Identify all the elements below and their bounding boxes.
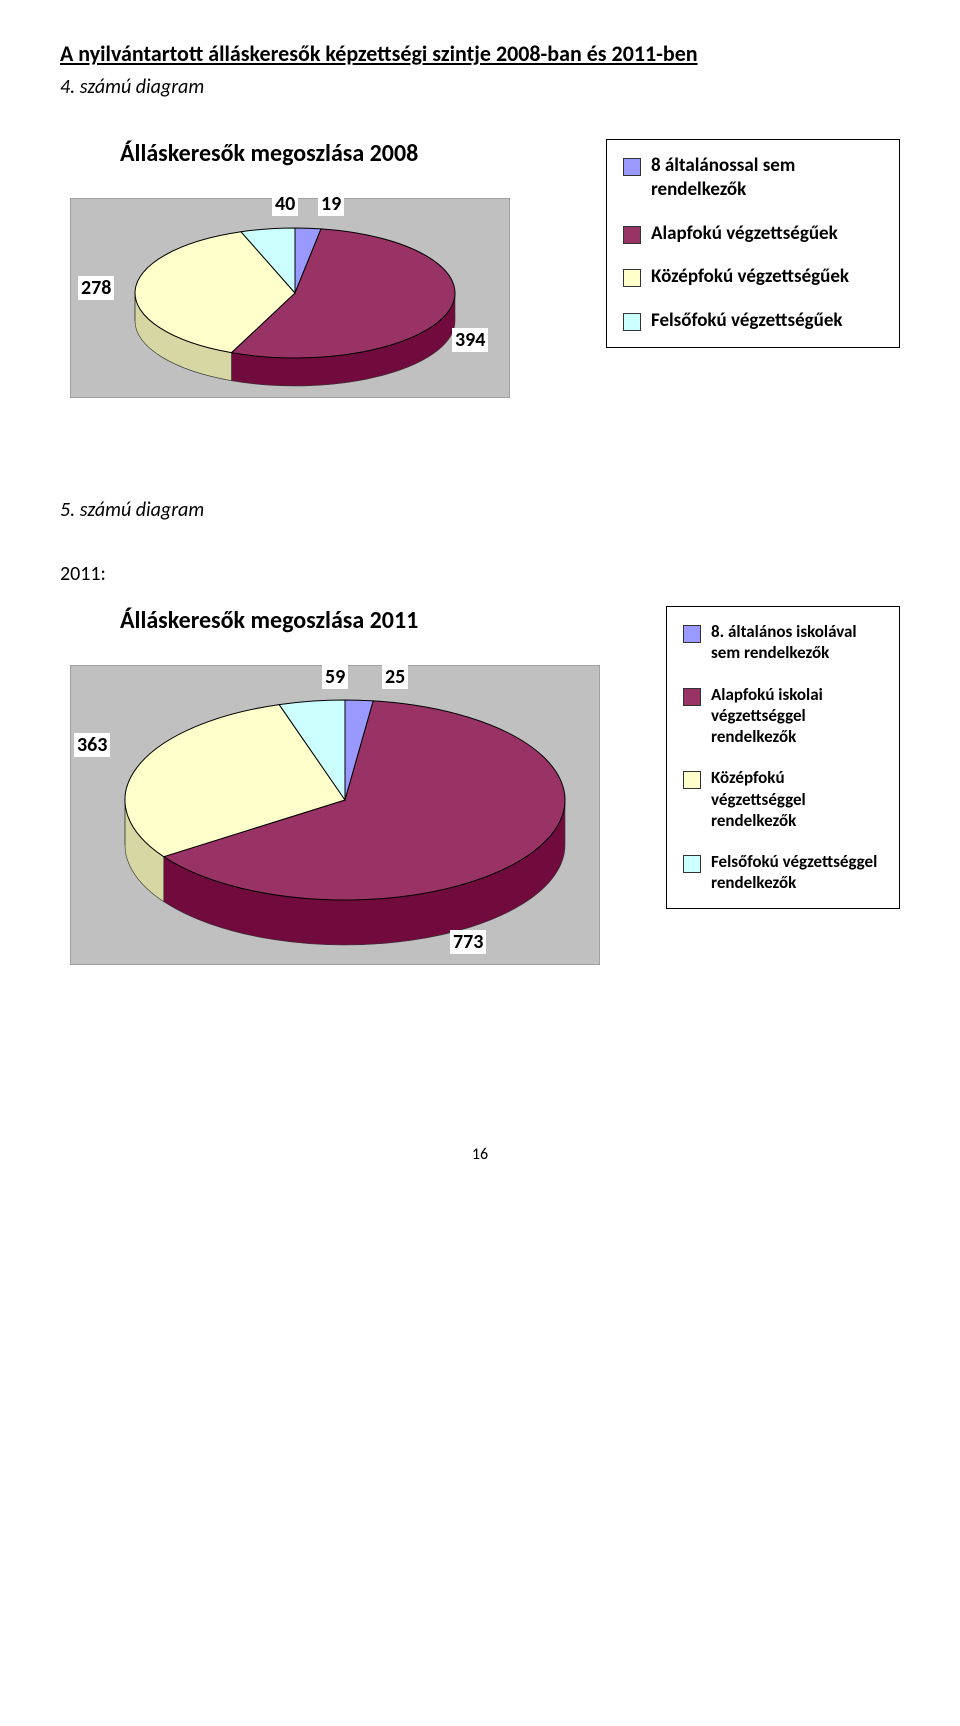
chart-2008-row: Álláskeresők megoszlása 2008 1939427840 … (60, 139, 900, 438)
year-2011-label: 2011: (60, 562, 900, 586)
pie-data-label: 773 (450, 930, 486, 954)
legend-item: Felsőfokú végzettséggel rendelkezők (683, 851, 883, 894)
caption-4: 4. számú diagram (60, 75, 900, 99)
pie-data-label: 19 (318, 192, 344, 216)
caption-5: 5. számú diagram (60, 498, 900, 522)
legend-swatch (683, 771, 701, 789)
legend-swatch (683, 855, 701, 873)
legend-item: 8. általános iskolával sem rendelkezők (683, 621, 883, 664)
chart-2011-row: Álláskeresők megoszlása 2011 2577336359 … (60, 606, 900, 1005)
pie-data-label: 394 (452, 328, 488, 352)
chart-2011-block: Álláskeresők megoszlása 2011 25 773 363 59 (60, 606, 626, 1005)
legend-swatch (683, 625, 701, 643)
legend-text: Alapfokú iskolai végzettséggel rendelkez… (711, 684, 883, 748)
page-number: 16 (60, 1145, 900, 1164)
pie-data-label: 363 (74, 733, 110, 757)
legend-swatch (623, 226, 641, 244)
legend-text: Felsőfokú végzettséggel rendelkezők (711, 851, 883, 894)
page-heading: A nyilvántartott álláskeresők képzettség… (60, 40, 900, 67)
chart-2008-block: Álláskeresők megoszlása 2008 19 394 278 40 (60, 139, 566, 438)
chart-2008-title: Álláskeresők megoszlása 2008 (120, 139, 566, 168)
legend-text: Középfokú végzettségűek (651, 265, 849, 289)
legend-item: 8 általánossal sem rendelkezők (623, 154, 883, 202)
legend-swatch (623, 158, 641, 176)
legend-item: Alapfokú iskolai végzettséggel rendelkez… (683, 684, 883, 748)
legend-text: 8 általánossal sem rendelkezők (651, 154, 883, 202)
legend-text: Középfokú végzettséggel rendelkezők (711, 767, 883, 831)
pie-data-label: 40 (272, 192, 298, 216)
legend-text: 8. általános iskolával sem rendelkezők (711, 621, 883, 664)
pie-data-label: 25 (382, 665, 408, 689)
legend-item: Középfokú végzettségűek (623, 265, 883, 289)
legend-swatch (623, 269, 641, 287)
chart-2011-pie: 25 773 363 59 (70, 665, 600, 1005)
chart-2011-title: Álláskeresők megoszlása 2011 (120, 606, 626, 635)
legend-text: Felsőfokú végzettségűek (651, 309, 843, 333)
legend-item: Felsőfokú végzettségűek (623, 309, 883, 333)
legend-item: Alapfokú végzettségűek (623, 222, 883, 246)
legend-text: Alapfokú végzettségűek (651, 222, 838, 246)
pie-data-label: 278 (78, 276, 114, 300)
chart-2011-legend: 8. általános iskolával sem rendelkezők Al… (666, 606, 900, 909)
legend-swatch (623, 313, 641, 331)
legend-item: Középfokú végzettséggel rendelkezők (683, 767, 883, 831)
chart-2008-legend: 8 általánossal sem rendelkezők Alapfokú v… (606, 139, 900, 348)
legend-swatch (683, 688, 701, 706)
pie-data-label: 59 (322, 665, 348, 689)
chart-2008-pie: 1939427840 (70, 198, 510, 438)
